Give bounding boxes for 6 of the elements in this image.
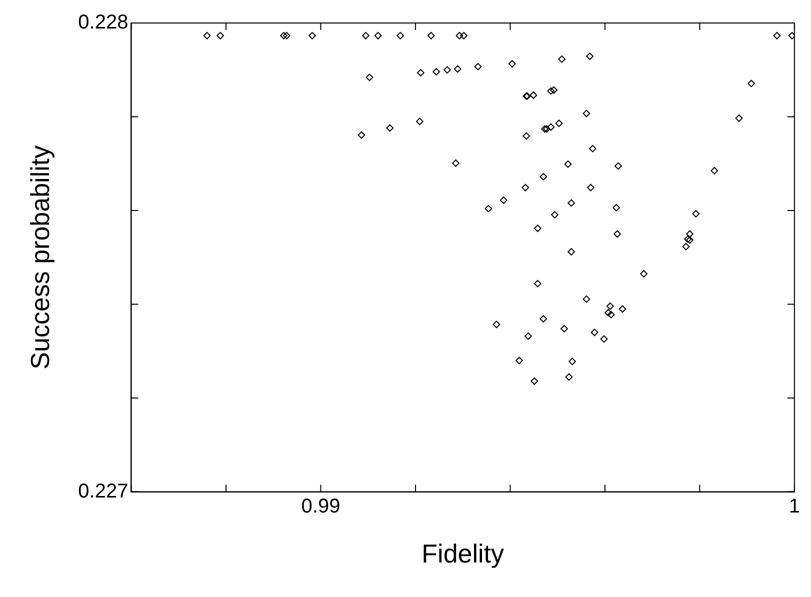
x-tick-label: 0.99 xyxy=(301,495,340,518)
x-axis-title: Fidelity xyxy=(422,538,504,569)
y-axis-title: Success probability xyxy=(24,145,55,370)
y-tick-label: 0.228 xyxy=(78,12,128,34)
y-tick-label: 0.227 xyxy=(78,480,128,502)
x-tick-label: 1 xyxy=(788,495,800,518)
